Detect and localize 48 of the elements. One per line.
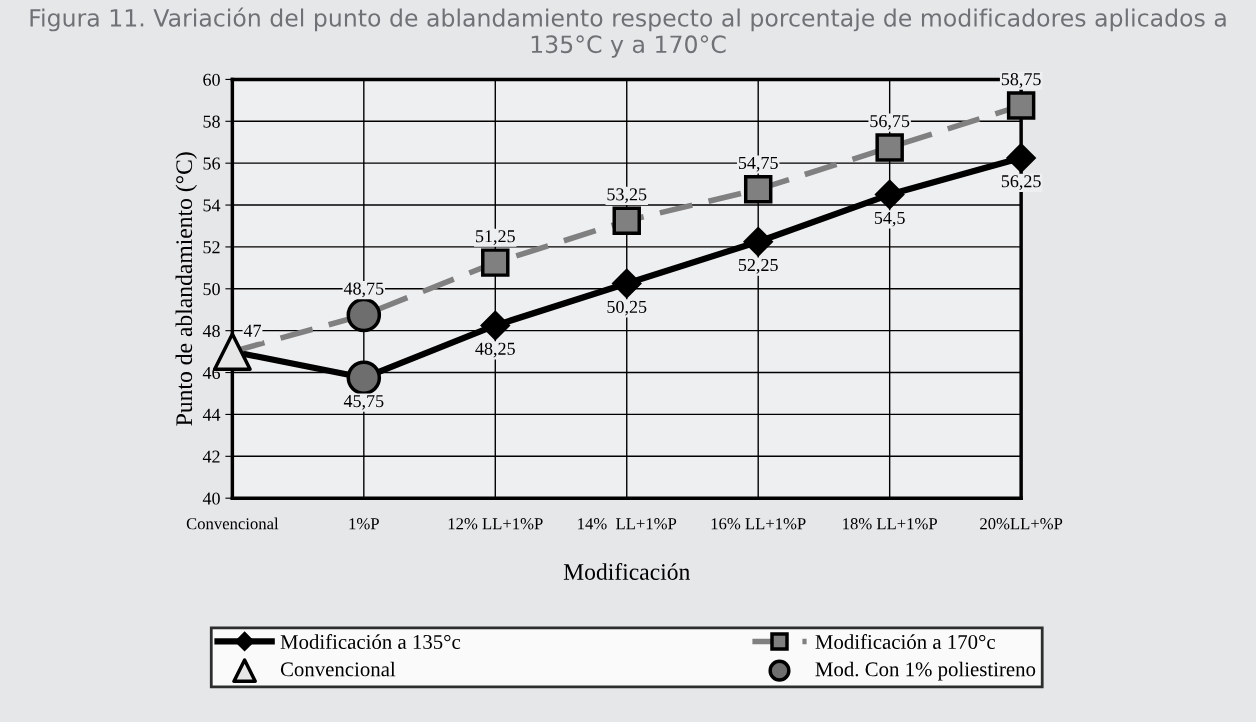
data-label: 54,5 <box>874 211 905 227</box>
legend-label: Convencional <box>280 661 396 677</box>
y-tick-label: 58 <box>203 115 220 128</box>
y-tick-label: 48 <box>202 324 220 338</box>
y-tick-label: 44 <box>202 408 221 421</box>
data-label: 50,25 <box>607 300 647 316</box>
data-label: 53,25 <box>607 188 647 204</box>
y-tick-label: 40 <box>202 492 220 505</box>
data-label: 48,25 <box>475 342 515 358</box>
point <box>346 360 382 396</box>
x-axis-title: Modificación <box>563 563 690 580</box>
data-label: 47 <box>243 324 262 337</box>
point <box>480 310 510 340</box>
y-tick-label: 42 <box>202 450 220 463</box>
data-label: 51,25 <box>476 230 515 245</box>
data-label: 48,75 <box>343 282 384 298</box>
point <box>743 175 773 204</box>
data-label: 56,25 <box>1001 175 1041 190</box>
data-label: 54,75 <box>738 156 778 172</box>
x-tick-label: 12% LL+1%P <box>448 518 543 530</box>
legend-label: Modificación a 170°c <box>815 634 995 649</box>
legend-label: Modificación a 135°c <box>280 634 461 649</box>
point <box>1006 143 1036 173</box>
data-label: 52,25 <box>738 258 778 274</box>
point <box>743 227 773 257</box>
y-tick-label: 54 <box>203 199 221 212</box>
point <box>1006 91 1036 120</box>
point <box>612 269 642 299</box>
y-tick-label: 52 <box>203 241 220 254</box>
point <box>875 180 905 210</box>
data-label: 58,75 <box>1001 73 1041 88</box>
x-tick-label: 14% LL+1%P <box>578 518 677 530</box>
x-tick-label: 18% LL+1%P <box>843 518 937 530</box>
x-tick-label: 20%LL+%P <box>980 518 1063 530</box>
y-tick-label: 56 <box>203 157 221 170</box>
point <box>875 133 904 162</box>
point <box>612 206 641 235</box>
point <box>481 248 510 277</box>
x-tick-label: 1%P <box>349 518 379 530</box>
chart-title: Figura 11. Variación del punto de ablandamiento respecto al porcentaje de modificadores aplicados a 135°C y a 170°C <box>30 7 1226 58</box>
x-tick-label: 16% LL+1%P <box>711 518 806 530</box>
data-label: 56,75 <box>870 115 910 130</box>
x-tick-label: Convencional <box>186 517 279 530</box>
y-axis-title: Punto de ablandamiento (°C) <box>175 152 197 426</box>
y-tick-label: 60 <box>203 73 220 86</box>
data-label: 45,75 <box>343 395 384 410</box>
y-tick-label: 50 <box>203 283 220 296</box>
legend-label: Mod. Con 1% poliestireno <box>815 661 1036 681</box>
